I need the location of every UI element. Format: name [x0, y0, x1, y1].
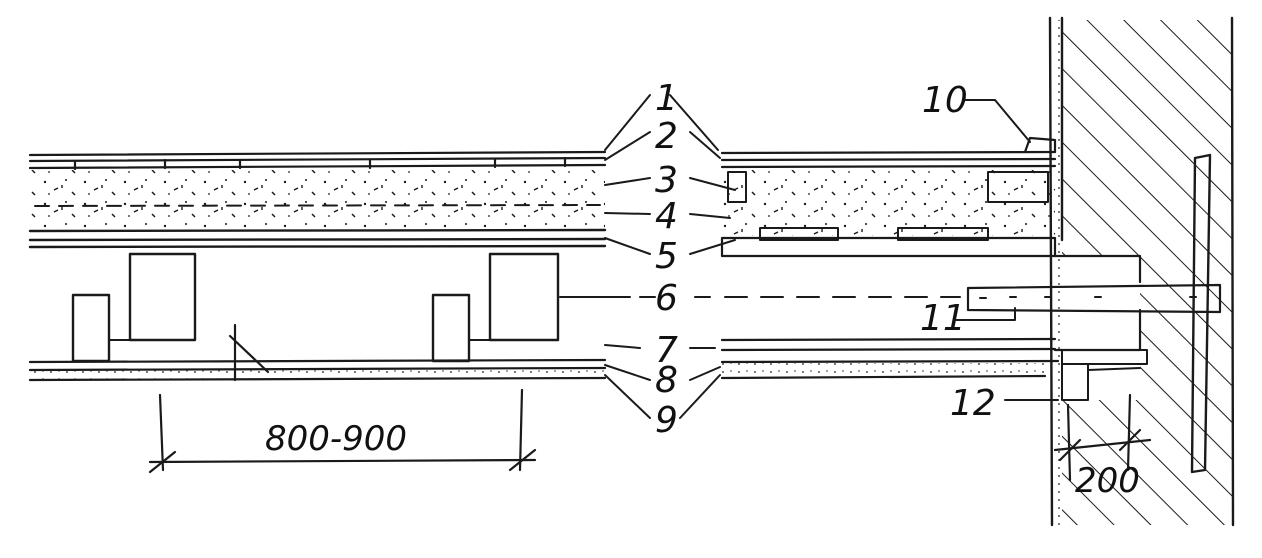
callout-10: 10 [922, 80, 968, 121]
ceiling-joist [71, 293, 111, 363]
plaster-texture-right [722, 363, 1047, 375]
callout-11: 11 [920, 298, 966, 339]
ceiling-lining-right [720, 337, 1060, 380]
callout-7: 7 [655, 330, 678, 371]
callout-numbers: 1 2 3 4 5 6 7 8 9 10 11 12 [655, 78, 996, 441]
bearing-dimension [1053, 393, 1152, 482]
edge-batten [727, 171, 747, 203]
wall-back-face [1230, 16, 1235, 527]
right-section: 200 [720, 16, 1235, 527]
wall-batten [987, 171, 1049, 203]
callout-2: 2 [655, 116, 678, 157]
masonry-wall [1062, 20, 1232, 525]
ceiling-joist [431, 293, 471, 363]
subfloor-layer [28, 228, 607, 249]
vapor-line [34, 204, 601, 207]
finish-floor-layer-right [720, 150, 1057, 169]
sleeper-board [759, 227, 839, 241]
finish-floor-layer [28, 150, 607, 171]
sleeper-board [897, 227, 989, 241]
callout-12: 12 [950, 383, 996, 424]
callout-1: 1 [655, 78, 678, 119]
anchor-bolts [979, 296, 1197, 299]
floor-joist [128, 252, 197, 342]
spacing-dimension-text: 800-900 [265, 419, 407, 459]
ceiling-fixing [1061, 363, 1141, 401]
callout-6: 6 [655, 278, 678, 319]
callout-5: 5 [655, 236, 678, 277]
floor-joist [488, 252, 560, 342]
wall-plaster [1052, 20, 1062, 525]
ceiling-batten [1061, 349, 1148, 365]
left-section: 800-900 [28, 150, 631, 474]
bearing-dimension-text: 200 [1075, 461, 1140, 501]
callout-8: 8 [655, 360, 678, 401]
callout-3: 3 [655, 160, 678, 201]
plaster-texture [30, 370, 605, 379]
joist-end-outline [1053, 254, 1142, 352]
spacing-dimension [148, 323, 537, 474]
callout-4: 4 [655, 196, 678, 237]
insulation-fill [30, 170, 605, 228]
callout-9: 9 [655, 400, 678, 441]
